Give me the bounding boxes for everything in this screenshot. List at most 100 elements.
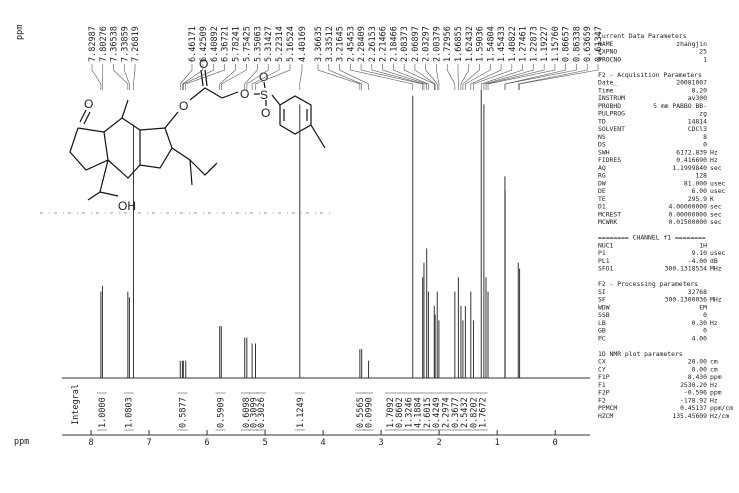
integral-label: 0.3677 <box>451 397 461 428</box>
peak-connector <box>251 64 280 90</box>
structure: O O O S O O OH O <box>69 57 326 213</box>
param-key: GB <box>598 327 606 335</box>
param-value: 8.20 <box>692 86 708 94</box>
param-key: DS <box>598 141 606 149</box>
bond <box>271 94 281 106</box>
peak-connector <box>483 64 534 90</box>
peak-connector <box>519 64 599 90</box>
param-unit: ppm <box>710 389 722 397</box>
param-value: zhangjin <box>676 40 707 48</box>
peak-label: 2.45453 <box>346 26 356 62</box>
peak-connector <box>480 64 523 90</box>
peak-connector <box>504 64 577 90</box>
peak-label: 5.78241 <box>232 26 242 62</box>
param-unit: Hz <box>710 381 718 389</box>
x-tick-label: 2 <box>437 438 442 448</box>
bond <box>204 69 208 87</box>
peak-label: 7.80276 <box>99 26 109 62</box>
peak-label: 1.15760 <box>551 26 561 62</box>
param-unit: cm <box>710 365 718 373</box>
integral-label: 0.3099 <box>249 397 259 428</box>
param-value: 1.1999840 <box>672 164 707 172</box>
param-key: NAME <box>598 40 614 48</box>
param-value: 9.10 <box>692 249 708 257</box>
peak-connector <box>113 64 129 90</box>
param-key: RG <box>598 172 606 180</box>
param-unit: usec <box>710 249 726 257</box>
integral-label: 1.3246 <box>404 397 414 428</box>
param-value: 1 <box>703 55 707 63</box>
param-unit: dB <box>710 257 718 265</box>
integral-label: 0.5909 <box>216 397 226 428</box>
param-key: SFO1 <box>598 265 614 273</box>
param-key: SOLVENT <box>598 125 625 133</box>
param-value: 135.45609 <box>672 412 707 420</box>
bond <box>69 127 109 171</box>
param-unit: MHz <box>710 296 722 304</box>
param-value: EM <box>699 303 707 311</box>
bond <box>121 99 129 119</box>
param-value: zg <box>699 110 707 118</box>
param-value: 6172.839 <box>676 148 707 156</box>
param-value: 0 <box>703 327 707 335</box>
peak-connector <box>517 64 588 90</box>
integral-label: 2.6015 <box>423 397 433 428</box>
param-key: D1 <box>598 203 606 211</box>
param-value: 32768 <box>688 288 707 296</box>
param-value: 20081007 <box>676 79 707 87</box>
peak-label: 6.42509 <box>199 26 209 62</box>
param-key: PROBHD <box>598 102 621 110</box>
param-value: 6.00 <box>692 187 708 195</box>
param-unit: Hz/cm <box>710 412 729 420</box>
peak-label: 6.36721 <box>221 26 231 62</box>
peak-connector <box>465 64 491 90</box>
peak-connector <box>123 64 130 90</box>
peak-connector <box>221 64 247 90</box>
param-value: 81.000 <box>684 179 707 187</box>
param-key: TE <box>598 195 606 203</box>
peak-label: 6.46171 <box>188 26 198 62</box>
param-unit: sec <box>710 210 722 218</box>
bond <box>189 87 239 101</box>
param-unit: cm <box>710 358 718 366</box>
peak-connector <box>317 64 361 90</box>
peak-connector <box>485 64 545 90</box>
section-title: Current Data Parameters <box>598 32 687 40</box>
param-key: Date_ <box>598 79 617 87</box>
peak-connector <box>403 64 435 90</box>
peak-connector <box>183 64 215 90</box>
param-value: 5 mm PABBO BB- <box>653 102 707 110</box>
bond <box>207 162 218 173</box>
integral-label: 1.0000 <box>98 397 108 428</box>
integral-label: 2.2974 <box>442 397 452 428</box>
peak-connector <box>446 64 456 90</box>
section-title: F2 - Acquisition Parameters <box>598 71 702 79</box>
peak-connector <box>360 64 423 90</box>
plot: 8 7 6 5 4 3 2 1 0 7.82987 7.80276 7.36538 7.33859 7.2… <box>62 26 604 448</box>
param-value: 0.45137 <box>680 404 707 412</box>
param-unit: Hz <box>710 148 718 156</box>
param-unit: sec <box>710 218 722 226</box>
x-tick-label: 0 <box>553 438 558 448</box>
peak-label: 0.63659 <box>583 26 593 62</box>
param-key: EXPNO <box>598 48 617 56</box>
peak-label: 1.45433 <box>497 26 507 62</box>
atom-label: O <box>199 57 208 71</box>
bottom-ppm-label: ppm <box>14 437 29 447</box>
section-title: 1D NMR plot parameters <box>598 350 683 358</box>
param-unit: sec <box>710 164 722 172</box>
integral-label: 0.3026 <box>257 397 267 428</box>
param-key: DW <box>598 179 606 187</box>
param-unit: Hz <box>710 319 718 327</box>
param-value: 4.00 <box>692 334 708 342</box>
x-tick-label: 4 <box>321 438 326 448</box>
peak-connector <box>425 64 438 90</box>
atom-label: O <box>261 106 270 120</box>
bond <box>164 111 179 129</box>
peak-connector <box>382 64 427 90</box>
peak-label: 0.86338 <box>572 26 582 62</box>
param-key: DE <box>598 187 606 195</box>
peak-label: 5.31427 <box>264 26 274 62</box>
integral-label: 1.7092 <box>386 397 396 428</box>
